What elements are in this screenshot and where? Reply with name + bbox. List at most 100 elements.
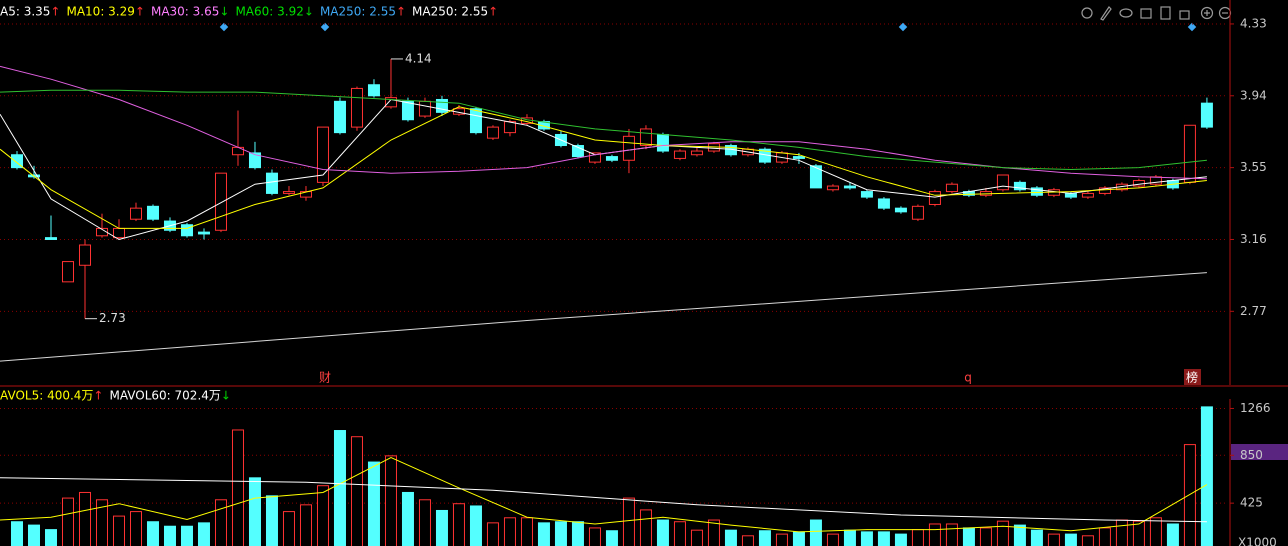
candle-body	[928, 191, 941, 205]
candle-body	[996, 174, 1009, 191]
candle-body	[809, 165, 822, 189]
y-tick-label: 4.33	[1240, 16, 1267, 30]
volume-bar	[809, 519, 822, 546]
legend-label: MA30: 3.65	[151, 5, 219, 19]
legend-label: MA250: 2.55	[320, 5, 396, 19]
legend-arrow: ↑	[488, 5, 498, 19]
zoom-in-icon[interactable]	[1200, 6, 1214, 20]
volume-bar	[843, 529, 856, 546]
event-label[interactable]: q	[964, 371, 972, 385]
candle-body	[1183, 124, 1196, 183]
plot	[0, 58, 1213, 362]
candle-body	[945, 183, 958, 193]
ma-line	[0, 477, 1207, 523]
settings-icon[interactable]	[1081, 7, 1093, 19]
volume-bar	[265, 495, 278, 546]
event-label[interactable]: 榜	[1186, 370, 1198, 385]
legend-arrow: ↑	[396, 5, 406, 19]
volume-bar	[775, 533, 788, 546]
ma-line	[0, 272, 1207, 362]
volume-bar	[1183, 444, 1196, 546]
volume-bar	[911, 529, 924, 546]
candle-body	[44, 237, 57, 240]
volume-bar	[112, 515, 125, 546]
candle-body	[639, 128, 652, 147]
volume-bar	[1013, 524, 1026, 546]
legend-arrow: ↑	[93, 389, 103, 403]
candle-body	[843, 185, 856, 189]
volume-bar	[1166, 523, 1179, 546]
volume-bar	[61, 497, 74, 546]
volume-bar	[877, 531, 890, 546]
candle-body	[61, 261, 74, 283]
candle-body	[605, 156, 618, 161]
plot	[0, 406, 1213, 546]
candle-body	[1013, 181, 1026, 191]
ma-line	[0, 456, 1208, 533]
volume-bar	[10, 521, 23, 546]
candle-body	[384, 97, 397, 108]
candle-body	[792, 156, 805, 159]
y-tick-label: 850	[1240, 448, 1263, 462]
eye-icon[interactable]	[1119, 8, 1133, 18]
candle-body	[10, 154, 23, 169]
candle-body	[146, 205, 159, 220]
candle-body	[129, 207, 142, 220]
volume-bar	[741, 535, 754, 546]
candle-body	[656, 133, 669, 152]
volume-bar	[928, 523, 941, 546]
candle-body	[367, 84, 380, 97]
legend-label: MA250: 2.55	[412, 5, 488, 19]
volume-bar	[350, 436, 363, 546]
volume-bar	[197, 522, 210, 546]
candle-body	[486, 126, 499, 139]
volume-bar	[690, 529, 703, 546]
candle-body	[826, 185, 839, 191]
volume-bar	[418, 499, 431, 546]
candle-body	[877, 198, 890, 209]
legend-arrow: ↑	[50, 5, 60, 19]
legend-label: MAVOL60: 702.4万	[109, 389, 220, 403]
file-icon[interactable]	[1160, 6, 1171, 20]
volume-bar	[27, 524, 40, 546]
ma-line	[0, 106, 1207, 229]
volume-bar	[248, 477, 261, 546]
y-tick-label: 3.94	[1240, 88, 1267, 102]
box-icon[interactable]	[1140, 8, 1152, 19]
volume-bar	[588, 527, 601, 546]
volume-bar	[945, 523, 958, 546]
legend-arrow: ↓	[221, 389, 231, 403]
candle-body	[282, 191, 295, 194]
volume-bar	[979, 527, 992, 546]
volume-bar	[1149, 517, 1162, 546]
candle-body	[401, 100, 414, 121]
candle-body	[435, 98, 448, 113]
volume-bar	[316, 485, 329, 546]
volume-bar	[214, 499, 227, 546]
volume-bar	[894, 533, 907, 546]
candle-body	[180, 224, 193, 237]
volume-bar	[503, 517, 516, 546]
unit-label: X1000	[1238, 536, 1277, 546]
volume-bar	[1200, 406, 1213, 546]
volume-bar	[639, 509, 652, 546]
volume-bar	[656, 519, 669, 546]
event-diamond[interactable]	[320, 22, 330, 32]
candle-body	[673, 150, 686, 159]
candle-body	[350, 87, 363, 128]
draw-icon[interactable]	[1100, 6, 1112, 21]
volume-bar	[860, 531, 873, 546]
volume-bar	[1132, 520, 1145, 546]
extreme-label: 2.73	[99, 311, 126, 325]
volume-bar	[554, 521, 567, 546]
volume-bar	[401, 491, 414, 546]
legend-arrow: ↑	[135, 5, 145, 19]
volume-bar	[231, 429, 244, 546]
volume-bar	[1081, 535, 1094, 546]
event-label[interactable]: 财	[319, 371, 331, 385]
candle-body	[469, 108, 482, 134]
lock-icon[interactable]	[1179, 10, 1190, 20]
candle-body	[690, 150, 703, 156]
